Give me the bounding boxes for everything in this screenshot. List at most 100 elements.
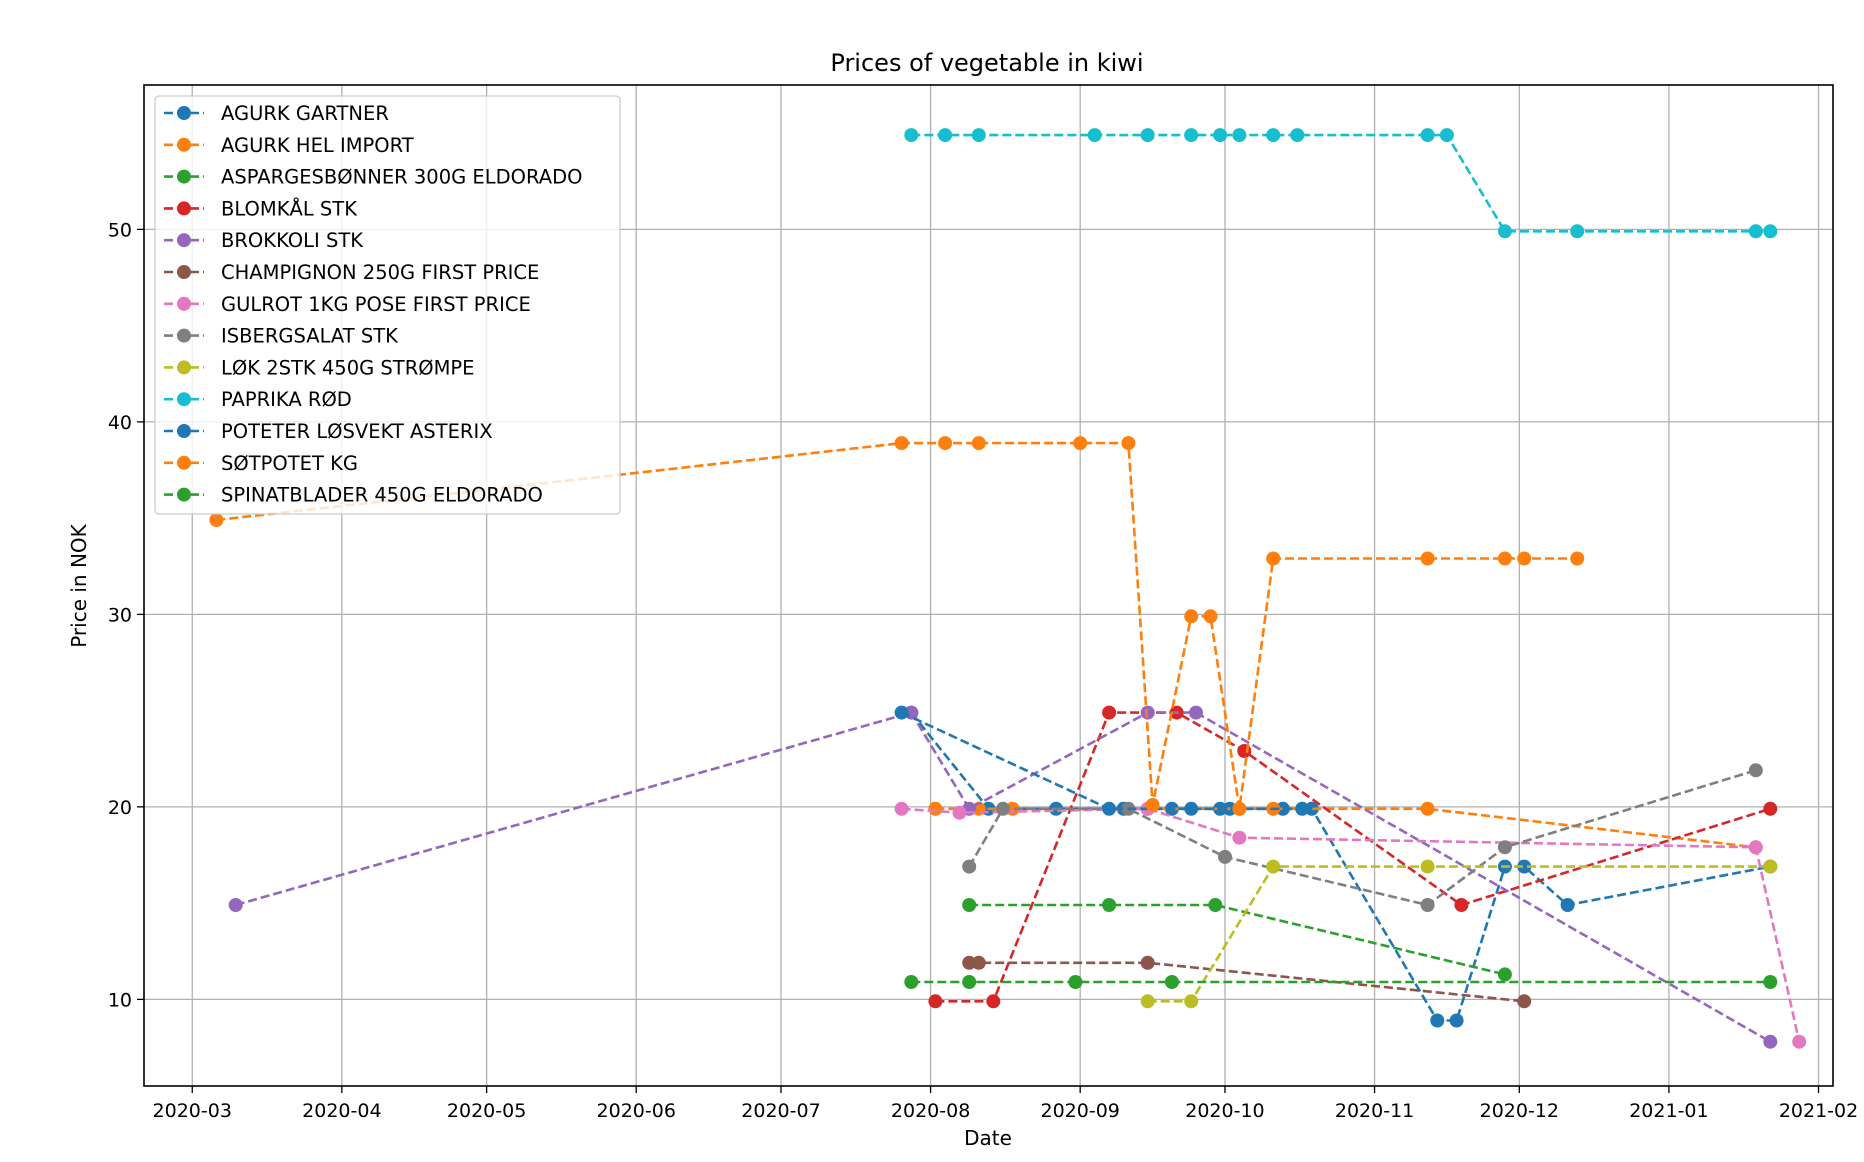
x-tick-label: 2021-02: [1779, 1100, 1858, 1122]
data-point: [928, 801, 943, 816]
data-point: [928, 994, 943, 1009]
data-point: [1232, 801, 1247, 816]
legend-item: BROKKOLI STK: [164, 229, 364, 252]
x-tick-label: 2020-07: [741, 1100, 820, 1122]
data-point: [962, 859, 977, 874]
series-line: [969, 961, 1525, 1003]
legend-marker: [177, 296, 191, 311]
data-point: [1266, 551, 1281, 566]
data-point: [1102, 898, 1117, 912]
data-point: [904, 128, 919, 143]
data-point: [938, 128, 953, 143]
data-point: [1145, 798, 1160, 812]
data-point: [1748, 763, 1763, 778]
x-tick-label: 2020-12: [1480, 1100, 1559, 1122]
plot-frame: [143, 84, 1834, 1087]
series-4: [228, 705, 1778, 1049]
legend-label: LØK 2STK 450G STRØMPE: [221, 356, 475, 379]
series-6: [894, 801, 1807, 1049]
data-point: [1290, 128, 1305, 143]
data-point: [1121, 436, 1136, 451]
data-point: [1232, 128, 1247, 143]
series-10: [894, 705, 1310, 816]
data-point: [1497, 840, 1512, 855]
data-point: [1140, 128, 1155, 143]
legend-label: POTETER LØSVEKT ASTERIX: [221, 420, 493, 443]
series-line: [969, 903, 1506, 976]
data-point: [1763, 224, 1778, 239]
y-tick-label: 50: [108, 219, 132, 241]
x-tick-label: 2020-11: [1335, 1100, 1414, 1122]
data-point: [1213, 128, 1228, 143]
data-point: [1266, 128, 1281, 143]
series-line: [968, 769, 1757, 907]
data-point: [1517, 859, 1532, 874]
x-tick-label: 2020-05: [447, 1100, 526, 1122]
data-point: [1184, 801, 1199, 816]
series-7: [962, 763, 1763, 912]
data-point: [1073, 436, 1088, 451]
data-point: [1570, 224, 1585, 239]
data-point: [904, 975, 919, 989]
data-point: [952, 805, 967, 820]
data-point: [1748, 840, 1763, 855]
data-point: [1087, 128, 1102, 143]
x-tick-label: 2020-10: [1185, 1100, 1264, 1122]
series-line: [901, 711, 1303, 811]
data-point: [894, 436, 909, 451]
legend-item: PAPRIKA RØD: [164, 388, 352, 411]
data-point: [1203, 609, 1218, 624]
y-axis-label: Price in NOK: [67, 523, 91, 647]
data-point: [1792, 1034, 1807, 1049]
legend-item: GULROT 1KG POSE FIRST PRICE: [164, 293, 531, 316]
data-point: [1232, 830, 1247, 845]
legend-item: SØTPOTET KG: [164, 452, 358, 475]
legend-item: AGURK HEL IMPORT: [164, 134, 414, 157]
legend-label: AGURK GARTNER: [221, 102, 389, 125]
series-9: [904, 128, 1778, 239]
legend-marker: [177, 455, 191, 470]
x-tick-label: 2020-04: [302, 1100, 381, 1122]
y-axis: 10 20 30 40 50: [108, 219, 144, 1011]
series-2: [962, 898, 1512, 982]
data-point: [1218, 849, 1232, 864]
data-point: [1164, 975, 1179, 989]
data-point: [1295, 801, 1310, 816]
legend-marker: [177, 106, 191, 120]
x-tick-label: 2020-06: [597, 1100, 676, 1122]
data-point: [1430, 1013, 1445, 1028]
legend-box: [154, 95, 621, 515]
data-point: [228, 898, 243, 912]
series-line: [235, 711, 1771, 1043]
data-point: [996, 801, 1010, 816]
data-point: [209, 513, 224, 527]
data-point: [1266, 859, 1281, 874]
legend-item: AGURK GARTNER: [164, 102, 389, 125]
y-tick-label: 20: [108, 797, 132, 819]
legend-marker: [177, 392, 191, 407]
data-point: [1560, 898, 1575, 912]
data-point: [1497, 224, 1512, 239]
data-point: [962, 898, 977, 912]
legend-marker: [177, 424, 191, 438]
data-point: [1184, 994, 1199, 1009]
data-point: [1184, 609, 1199, 624]
legend-label: SPINATBLADER 450G ELDORADO: [221, 484, 543, 507]
legend-item: SPINATBLADER 450G ELDORADO: [164, 484, 543, 507]
data-point: [1454, 898, 1469, 912]
data-point: [1275, 801, 1290, 816]
data-point: [1748, 224, 1763, 239]
legend-marker: [177, 265, 191, 279]
data-point: [894, 801, 909, 816]
data-point: [986, 994, 1001, 1009]
data-point: [1189, 705, 1203, 720]
legend-label: PAPRIKA RØD: [221, 388, 352, 411]
legend-label: SØTPOTET KG: [221, 452, 358, 475]
data-point: [962, 975, 977, 989]
data-point: [1237, 744, 1252, 758]
legend-label: BROKKOLI STK: [221, 229, 364, 252]
x-tick-label: 2020-09: [1040, 1100, 1119, 1122]
legend-marker: [177, 328, 191, 343]
data-point: [962, 955, 977, 970]
